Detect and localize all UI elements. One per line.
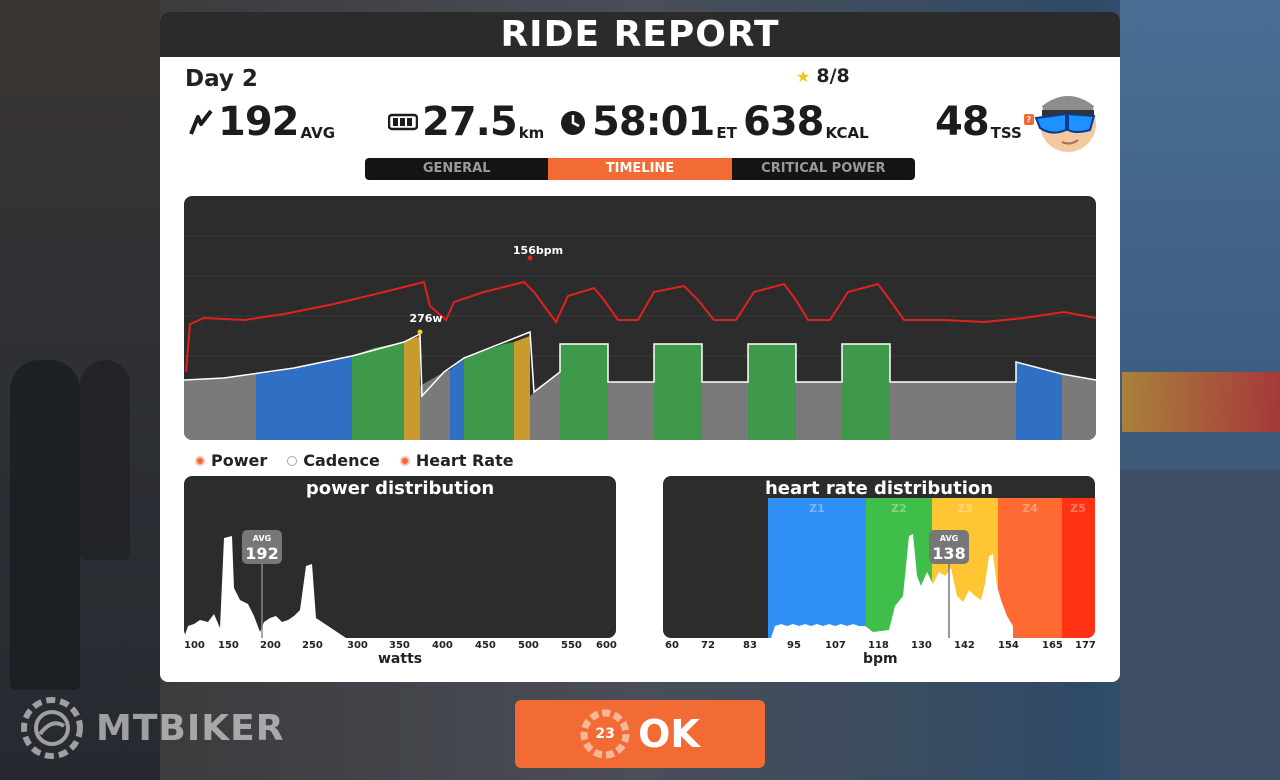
star-icon: ★ xyxy=(796,67,811,86)
countdown-ring-icon xyxy=(580,709,630,759)
stat-time-value: 58:01 xyxy=(592,99,715,145)
legend-cadence-toggle[interactable] xyxy=(287,455,298,466)
hr-zone-z5 xyxy=(1062,498,1095,638)
timeline-legend: Power Cadence Heart Rate xyxy=(195,451,534,470)
background-person xyxy=(10,360,80,690)
stat-tss: 48 TSS ? xyxy=(935,100,1034,144)
stat-distance-unit: km xyxy=(518,124,545,142)
stat-time-unit: ET xyxy=(716,124,737,142)
svg-text:Z2: Z2 xyxy=(891,502,907,515)
svg-text:AVG: AVG xyxy=(940,534,958,543)
tab-general[interactable]: GENERAL xyxy=(422,161,491,176)
stat-calories-value: 638 xyxy=(743,99,824,145)
heart-rate-line xyxy=(185,280,1096,373)
power-distribution-title: power distribution xyxy=(305,478,495,499)
stat-calories-unit: KCAL xyxy=(825,124,869,142)
legend-heart-rate[interactable]: Heart Rate xyxy=(399,451,514,470)
power-histogram xyxy=(184,536,346,638)
svg-text:Z5: Z5 xyxy=(1070,502,1086,515)
power-x-axis: 100 150 200 250 300 350 400 450 500 550 … xyxy=(184,640,617,651)
stat-tss-value: 48 xyxy=(935,99,990,145)
power-area xyxy=(184,336,1096,440)
stat-power-unit: AVG xyxy=(300,124,336,142)
hr-peak-marker xyxy=(527,255,533,261)
odometer-icon xyxy=(388,113,418,131)
tss-help-icon[interactable]: ? xyxy=(1023,114,1034,125)
ride-report-panel: RIDE REPORT Day 2 ★ 8/8 192 AVG 27.5 km 5… xyxy=(160,12,1120,682)
panel-title: RIDE REPORT xyxy=(160,12,1120,57)
svg-text:Z3: Z3 xyxy=(957,502,973,515)
hr-distribution-chart: heart rate distribution Z1 Z2 Z3 Z4 Z5 A… xyxy=(663,476,1095,638)
legend-heart-rate-toggle[interactable] xyxy=(399,455,410,466)
tab-critical-power[interactable]: CRITICAL POWER xyxy=(761,161,886,176)
timeline-chart: 156bpm 276w xyxy=(184,196,1096,440)
hr-distribution-svg: Z1 Z2 Z3 Z4 Z5 AVG 138 xyxy=(768,498,1095,638)
power-peak-label: 276w xyxy=(409,312,442,325)
legend-cadence[interactable]: Cadence xyxy=(287,451,380,470)
rider-avatar xyxy=(1034,96,1096,152)
timeline-svg: 156bpm 276w xyxy=(184,235,1096,440)
power-distribution-svg: AVG 192 xyxy=(184,530,346,638)
power-avg-badge xyxy=(242,530,282,564)
legend-power[interactable]: Power xyxy=(195,451,267,470)
countdown-value: 23 xyxy=(595,726,615,742)
svg-text:Z4: Z4 xyxy=(1022,502,1038,515)
power-peak-marker xyxy=(417,329,423,335)
hr-distribution-title: heart rate distribution xyxy=(764,478,994,499)
background-person xyxy=(80,360,130,560)
power-distribution-chart: power distribution AVG 192 xyxy=(184,476,616,638)
hr-axis-title: bpm xyxy=(863,651,898,667)
stat-time: 58:01 ET xyxy=(558,100,737,144)
hr-zone-z4 xyxy=(998,498,1062,638)
background-banner xyxy=(1122,372,1280,432)
report-tabs: GENERAL TIMELINE CRITICAL POWER xyxy=(365,158,915,180)
tab-timeline[interactable]: TIMELINE xyxy=(548,158,732,180)
ok-button[interactable]: 23 OK xyxy=(515,700,765,768)
watermark-text: MTBIKER xyxy=(96,707,285,749)
hr-x-axis: 60 72 83 95 107 118 130 142 154 165 177 xyxy=(665,640,1096,651)
stars-count: ★ 8/8 xyxy=(796,65,850,87)
hr-zone-z1 xyxy=(768,498,866,638)
stat-power-value: 192 xyxy=(218,99,299,145)
clock-icon xyxy=(561,111,585,135)
background-road xyxy=(1120,470,1280,780)
power-axis-title: watts xyxy=(378,651,423,667)
hr-avg-badge xyxy=(929,530,969,564)
stat-distance: 27.5 km xyxy=(388,100,544,144)
stat-calories: 638 KCAL xyxy=(743,100,869,144)
power-bolt-icon xyxy=(189,109,213,135)
watermark: MTBIKER xyxy=(14,690,284,766)
hr-histogram xyxy=(771,534,1013,638)
svg-text:192: 192 xyxy=(245,544,278,563)
stat-distance-value: 27.5 xyxy=(422,99,518,145)
svg-text:138: 138 xyxy=(932,544,965,563)
stat-tss-unit: TSS xyxy=(990,124,1022,142)
svg-text:Z1: Z1 xyxy=(809,502,825,515)
stat-power: 192 AVG xyxy=(188,100,335,144)
svg-text:AVG: AVG xyxy=(253,534,271,543)
ok-button-label: OK xyxy=(638,712,700,756)
gear-logo-icon xyxy=(21,697,83,759)
ride-name: Day 2 xyxy=(185,66,258,92)
legend-power-toggle[interactable] xyxy=(195,455,205,466)
hr-peak-label: 156bpm xyxy=(513,244,563,257)
countdown-timer: 23 xyxy=(580,709,630,759)
